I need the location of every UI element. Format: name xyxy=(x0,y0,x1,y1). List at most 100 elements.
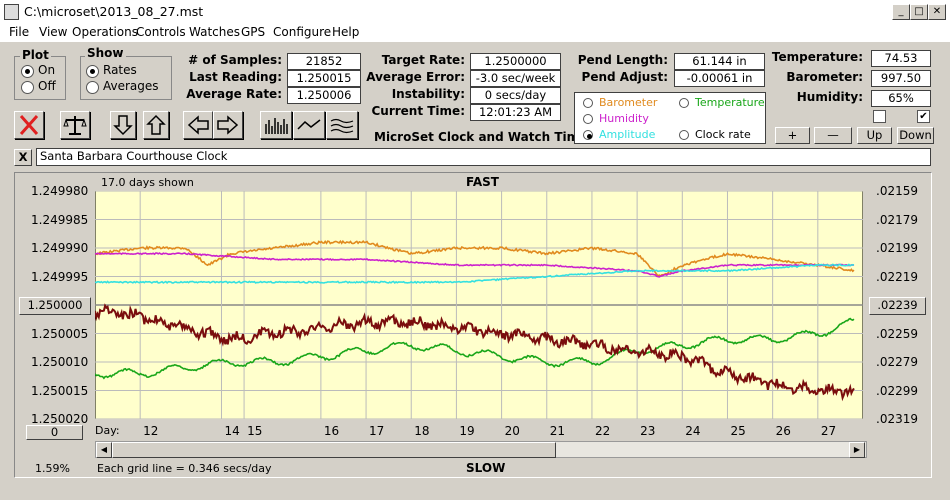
left-arrow-icon xyxy=(187,115,209,135)
average-error-label: Average Error: xyxy=(366,70,465,84)
amplitude-radio[interactable] xyxy=(583,130,593,140)
y-left-tick-label: 1.250015 xyxy=(31,383,89,398)
temperature-radio[interactable] xyxy=(679,98,689,108)
humidity-field: 65% xyxy=(871,90,931,107)
scroll-left-button[interactable]: ◀ xyxy=(96,442,112,458)
scroll-thumb[interactable] xyxy=(112,442,556,458)
menu-operations[interactable]: Operations xyxy=(72,25,138,39)
series-select-group: Barometer Temperature Humidity Amplitude… xyxy=(574,92,766,144)
histogram-icon xyxy=(265,118,288,134)
chart-plot-area xyxy=(95,191,863,419)
chart-top-label: FAST xyxy=(466,175,499,189)
y-right-tick-label: .02179 xyxy=(876,212,918,227)
menu-help[interactable]: Help xyxy=(332,25,360,39)
current-time-field: 12:01:23 AM xyxy=(470,104,561,121)
series-line-0 xyxy=(95,239,855,277)
y-left-tick-label: 1.250020 xyxy=(31,412,89,426)
y-left-tick-label: 1.250010 xyxy=(31,355,89,369)
barometer-radio[interactable] xyxy=(583,98,593,108)
window-title: C:\microset\2013_08_27.mst xyxy=(24,4,204,19)
menu-watches[interactable]: Watches xyxy=(189,25,240,39)
menu-file[interactable]: File xyxy=(9,25,30,39)
barometer-label: Barometer: xyxy=(786,70,863,84)
right-arrow-button[interactable] xyxy=(213,111,243,139)
chart-scrollbar[interactable]: ◀ ▶ xyxy=(95,441,867,458)
description-field[interactable]: Santa Barbara Courthouse Clock xyxy=(36,148,931,166)
average-error-field: -3.0 sec/week xyxy=(470,70,561,87)
plot-group-title: Plot xyxy=(20,48,51,62)
temperature-label: Temperature: xyxy=(771,50,863,64)
clock-rate-radio[interactable] xyxy=(679,130,689,140)
x-tick-label: 20 xyxy=(504,424,520,438)
maximize-button[interactable]: □ xyxy=(910,4,928,20)
scroll-right-button[interactable]: ▶ xyxy=(849,442,865,458)
plus-button[interactable]: + xyxy=(775,127,810,144)
x-tick-label: 26 xyxy=(775,424,791,438)
humidity-radio[interactable] xyxy=(583,114,593,124)
histogram-button[interactable] xyxy=(260,111,292,139)
down-button[interactable]: Down xyxy=(897,127,934,144)
checkbox-1[interactable] xyxy=(873,110,886,123)
minimize-button[interactable]: _ xyxy=(892,4,910,20)
stop-button[interactable] xyxy=(14,111,44,139)
close-window-button[interactable]: ✕ xyxy=(928,4,946,20)
y-right-tick-label: .02199 xyxy=(876,241,918,255)
y-left-tick-label: 1.249980 xyxy=(31,184,89,198)
y-left-tick-label: 1.250005 xyxy=(31,326,89,341)
series-line-1 xyxy=(95,252,855,278)
up-arrow-button[interactable] xyxy=(143,111,169,139)
show-averages-radio[interactable] xyxy=(86,81,99,94)
x-tick-label: 23 xyxy=(640,424,656,438)
humidity-option-label: Humidity xyxy=(599,112,649,125)
show-rates-label: Rates xyxy=(103,63,137,77)
menu-configure[interactable]: Configure xyxy=(273,25,332,39)
checkbox-2[interactable]: ✔ xyxy=(917,110,930,123)
x-tick-label: 27 xyxy=(820,424,837,438)
balance-button[interactable] xyxy=(60,111,90,139)
y-right-center-button[interactable]: .02239 xyxy=(869,297,926,315)
show-rates-radio[interactable] xyxy=(86,65,99,78)
chart-bottom-label: SLOW xyxy=(466,461,506,475)
pend-adjust-label: Pend Adjust: xyxy=(581,70,668,84)
y-left-tick-label: 1.249995 xyxy=(31,269,89,284)
red-x-icon xyxy=(19,115,39,135)
menu-view[interactable]: View xyxy=(39,25,68,39)
minus-button[interactable]: — xyxy=(814,127,852,144)
line-chart-icon xyxy=(297,119,321,130)
close-description-button[interactable]: X xyxy=(14,149,32,166)
x-tick-label: 15 xyxy=(247,424,263,438)
multi-wave-icon xyxy=(330,118,354,134)
x-offset-button[interactable]: 0 xyxy=(26,425,83,440)
up-button[interactable]: Up xyxy=(857,127,892,144)
menu-bar: File View Operations Controls Watches GP… xyxy=(0,22,950,42)
show-group xyxy=(80,56,172,100)
pend-length-field: 61.144 in xyxy=(674,53,765,70)
menu-gps[interactable]: GPS xyxy=(241,25,266,39)
samples-label: # of Samples: xyxy=(188,53,282,67)
wave-button[interactable] xyxy=(293,111,325,139)
multi-wave-button[interactable] xyxy=(326,111,358,139)
plot-on-radio[interactable] xyxy=(21,65,34,78)
pend-length-label: Pend Length: xyxy=(577,53,668,67)
scale-icon xyxy=(63,116,87,135)
app-caption: MicroSet Clock and Watch Timer xyxy=(374,130,594,144)
x-tick-label: 21 xyxy=(549,424,566,438)
down-arrow-button[interactable] xyxy=(110,111,136,139)
barometer-field: 997.50 xyxy=(871,70,931,87)
left-arrow-button[interactable] xyxy=(183,111,213,139)
barometer-option-label: Barometer xyxy=(599,96,658,109)
clock-rate-option-label: Clock rate xyxy=(695,128,751,141)
target-rate-field: 1.2500000 xyxy=(470,53,561,70)
grid-note-label: Each grid line = 0.346 secs/day xyxy=(97,462,272,475)
y-right-tick-label: .02259 xyxy=(876,326,918,341)
y-center-button[interactable]: 1.250000 xyxy=(19,297,91,315)
percent-label: 1.59% xyxy=(35,462,70,475)
average-rate-label: Average Rate: xyxy=(186,87,282,101)
menu-controls[interactable]: Controls xyxy=(136,25,186,39)
last-reading-label: Last Reading: xyxy=(189,70,282,84)
pend-adjust-field: -0.00061 in xyxy=(674,70,765,87)
amplitude-option-label: Amplitude xyxy=(599,128,656,141)
plot-off-radio[interactable] xyxy=(21,81,34,94)
x-tick-label: 24 xyxy=(685,424,701,438)
y-right-tick-label: .02279 xyxy=(876,355,918,369)
